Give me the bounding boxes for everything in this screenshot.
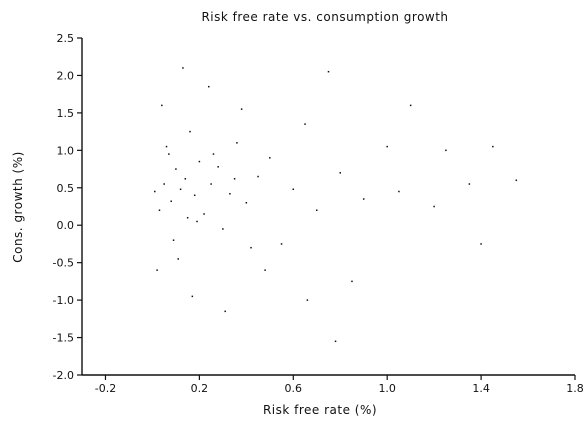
data-point <box>165 145 168 148</box>
data-point <box>168 153 170 155</box>
data-point <box>306 299 309 301</box>
data-point <box>198 160 201 163</box>
data-point <box>172 239 175 241</box>
y-tick-label: 0.5 <box>57 182 75 195</box>
data-point <box>175 168 177 170</box>
data-point <box>161 104 163 107</box>
data-point <box>304 123 306 125</box>
data-point <box>492 145 494 148</box>
data-point <box>433 205 435 208</box>
y-tick-label: -1.5 <box>53 332 74 345</box>
data-point <box>445 149 447 152</box>
data-point <box>264 269 266 271</box>
data-point <box>327 70 330 73</box>
data-point <box>334 340 337 343</box>
x-tick-label: -0.2 <box>95 382 116 395</box>
data-point <box>236 142 238 144</box>
data-point <box>208 85 210 88</box>
data-point <box>184 178 187 180</box>
data-point <box>196 220 198 223</box>
y-axis-ticks: 2.5 2.0 1.5 1.0 0.5 0.0 -0.5 -1.0 -1.5 -2.0 <box>53 32 82 382</box>
x-tick-label: 0.6 <box>285 382 303 395</box>
y-tick-label: 0.0 <box>57 219 75 232</box>
plot-area: 2.5 2.0 1.5 1.0 0.5 0.0 -0.5 -1.0 -1.5 -2.0 -0.2 0… <box>53 32 584 395</box>
data-point <box>189 130 191 133</box>
y-tick-label: 2.5 <box>57 32 75 45</box>
data-point <box>179 188 182 191</box>
y-tick-label: 1.0 <box>57 144 75 157</box>
y-tick-label: -2.0 <box>53 369 74 382</box>
data-point <box>362 198 365 200</box>
data-point <box>203 213 205 215</box>
data-point <box>245 202 248 204</box>
data-point <box>186 216 189 219</box>
data-point <box>351 280 353 283</box>
data-point <box>193 194 196 197</box>
data-point <box>316 209 318 211</box>
y-tick-label: -1.0 <box>53 294 74 307</box>
data-point <box>240 108 243 110</box>
x-axis-ticks: -0.2 0.2 0.6 1.0 1.4 1.8 <box>95 375 584 395</box>
data-point <box>229 193 231 195</box>
data-point <box>210 183 212 185</box>
data-points <box>154 67 518 343</box>
data-point <box>217 166 219 168</box>
data-point <box>177 258 180 260</box>
y-tick-label: 2.0 <box>57 69 75 82</box>
data-point <box>191 295 194 298</box>
data-point <box>250 246 252 249</box>
data-point <box>398 190 400 193</box>
x-axis-label: Risk free rate (%) <box>263 403 377 417</box>
data-point <box>156 269 158 271</box>
data-point <box>170 200 172 203</box>
data-point <box>386 145 388 148</box>
data-point <box>222 228 224 230</box>
x-tick-label: 1.4 <box>472 382 490 395</box>
data-point <box>292 188 295 191</box>
y-axis-label: Cons. growth (%) <box>11 151 25 263</box>
data-point <box>515 179 518 182</box>
x-tick-label: 1.0 <box>378 382 396 395</box>
data-point <box>280 243 283 245</box>
x-tick-label: 1.8 <box>566 382 584 395</box>
data-point <box>154 190 156 193</box>
data-point <box>339 172 341 174</box>
data-point <box>257 175 259 178</box>
data-point <box>233 178 236 180</box>
data-point <box>163 183 165 185</box>
data-point <box>182 67 184 69</box>
data-point <box>158 209 161 211</box>
chart-title: Risk free rate vs. consumption growth <box>201 10 448 24</box>
data-point <box>269 157 271 159</box>
y-tick-label: -0.5 <box>53 257 74 270</box>
x-tick-label: 0.2 <box>191 382 209 395</box>
y-tick-label: 1.5 <box>57 107 75 120</box>
data-point <box>212 153 215 155</box>
data-point <box>409 104 412 107</box>
data-point <box>224 310 226 313</box>
data-point <box>468 183 471 185</box>
data-point <box>480 243 482 245</box>
